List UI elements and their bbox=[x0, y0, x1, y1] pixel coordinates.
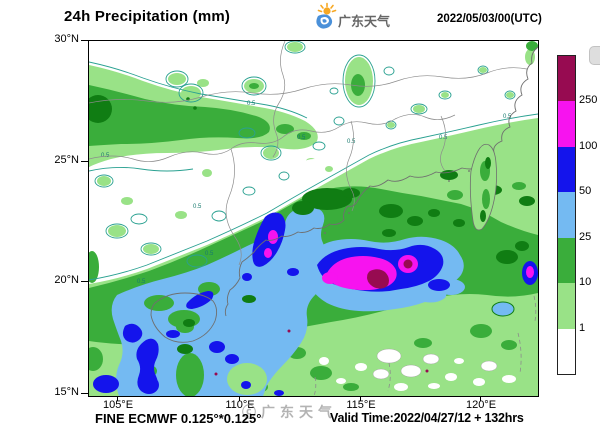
legend-label-250: 250 bbox=[579, 94, 598, 106]
coastline bbox=[224, 46, 538, 317]
y-axis-label-30n: 30°N bbox=[54, 33, 79, 45]
x-axis-label-110e: 110°E bbox=[225, 399, 255, 411]
hainan-island bbox=[150, 292, 218, 343]
legend-label-25: 25 bbox=[579, 231, 592, 243]
x-tick bbox=[239, 396, 240, 401]
model-resolution-label: FINE ECMWF 0.125°*0.125° bbox=[95, 411, 262, 426]
x-tick bbox=[480, 396, 481, 401]
svg-text:0.5: 0.5 bbox=[297, 135, 306, 141]
page-title: 24h Precipitation (mm) bbox=[64, 8, 231, 25]
y-tick bbox=[81, 40, 88, 41]
legend-label-100: 100 bbox=[579, 140, 598, 152]
x-tick bbox=[117, 396, 118, 401]
guangdong-weather-logo-icon bbox=[316, 2, 337, 29]
legend-cell-10-25 bbox=[558, 237, 575, 284]
legend-label-10: 10 bbox=[579, 276, 592, 288]
watermark: ⓒ广东天气 bbox=[242, 404, 337, 420]
svg-text:0.5: 0.5 bbox=[347, 139, 356, 145]
screen-edge-artifact bbox=[589, 46, 600, 65]
admin-borders bbox=[89, 41, 528, 266]
legend-cell-0-1 bbox=[558, 328, 575, 374]
legend-label-50: 50 bbox=[579, 185, 592, 197]
y-axis-label-25n: 25°N bbox=[54, 154, 79, 166]
precipitation-map: 0.5 0.5 0.5 0.5 0.5 0.5 0.5 0.5 0.5 bbox=[88, 40, 539, 397]
svg-text:0.5: 0.5 bbox=[205, 251, 214, 257]
valid-time-label: Valid Time:2022/04/27/12 + 132hrs bbox=[330, 411, 524, 425]
legend-cell-100-250 bbox=[558, 101, 575, 147]
y-tick bbox=[81, 281, 88, 282]
contour-lines-0p5 bbox=[89, 41, 538, 281]
y-tick bbox=[81, 161, 88, 162]
legend-cell-50-100 bbox=[558, 146, 575, 193]
y-axis-label-15n: 15°N bbox=[54, 386, 79, 398]
legend-cell-250plus bbox=[558, 56, 575, 102]
x-axis-label-105e: 105°E bbox=[102, 399, 134, 411]
x-tick bbox=[360, 396, 361, 401]
svg-text:0.5: 0.5 bbox=[137, 279, 146, 285]
precipitation-map-canvas: 0.5 0.5 0.5 0.5 0.5 0.5 0.5 0.5 0.5 bbox=[89, 41, 538, 396]
legend-cell-1-10 bbox=[558, 283, 575, 329]
svg-text:0.5: 0.5 bbox=[439, 135, 448, 141]
legend-cell-25-50 bbox=[558, 192, 575, 238]
svg-text:0.5: 0.5 bbox=[193, 204, 202, 210]
precip-layer-dark-red bbox=[214, 259, 429, 376]
nine-dash-line bbox=[313, 295, 537, 396]
svg-text:0.5: 0.5 bbox=[247, 101, 256, 107]
issue-datetime: 2022/05/03/00(UTC) bbox=[437, 13, 542, 25]
y-tick bbox=[81, 393, 88, 394]
x-axis-label-115e: 115°E bbox=[346, 399, 376, 411]
y-axis-label-20n: 20°N bbox=[54, 274, 79, 286]
precipitation-legend-colorbar bbox=[557, 55, 576, 375]
legend-label-1: 1 bbox=[579, 322, 586, 334]
brand-label: 广东天气 bbox=[338, 14, 391, 29]
svg-text:0.5: 0.5 bbox=[503, 114, 512, 120]
taiwan-island bbox=[469, 143, 497, 231]
x-axis-label-120e: 120°E bbox=[465, 399, 497, 411]
